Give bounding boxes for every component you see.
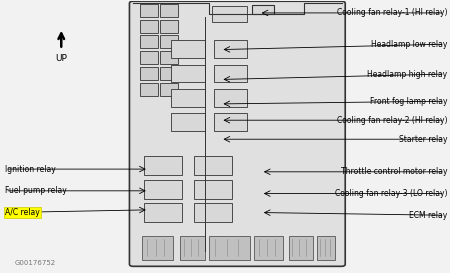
Bar (140, 20, 157, 33)
Bar (289, 236, 313, 260)
Bar (160, 83, 178, 96)
Bar (160, 67, 178, 80)
Bar (214, 40, 248, 58)
Text: A/C relay: A/C relay (5, 208, 40, 217)
Bar (194, 156, 232, 174)
Text: Headlamp high relay: Headlamp high relay (367, 70, 447, 79)
Bar (214, 64, 248, 82)
Text: Headlamp low relay: Headlamp low relay (371, 40, 447, 49)
Bar (160, 4, 178, 17)
Bar (194, 203, 232, 222)
Text: Cooling fan relay-2 (HI relay): Cooling fan relay-2 (HI relay) (337, 116, 447, 125)
Bar (160, 51, 178, 64)
Text: Ignition relay: Ignition relay (5, 165, 56, 174)
Bar (144, 203, 182, 222)
Bar (214, 113, 248, 131)
Text: Cooling fan relay-3 (LO relay): Cooling fan relay-3 (LO relay) (334, 189, 447, 198)
Text: Starter relay: Starter relay (399, 135, 447, 144)
FancyBboxPatch shape (130, 1, 345, 266)
Bar (214, 89, 248, 107)
Bar (142, 236, 173, 260)
Bar (171, 64, 205, 82)
Bar (180, 236, 205, 260)
Bar (252, 5, 274, 14)
Text: Throttle control motor relay: Throttle control motor relay (341, 167, 447, 176)
Bar (160, 35, 178, 49)
Bar (140, 51, 157, 64)
Bar (144, 156, 182, 174)
Bar (140, 35, 157, 49)
Bar (140, 67, 157, 80)
Text: Cooling fan relay-1 (HI relay): Cooling fan relay-1 (HI relay) (337, 8, 447, 17)
Bar (171, 40, 205, 58)
Bar (212, 6, 248, 22)
Bar (160, 0, 178, 1)
Text: Front fog lamp relay: Front fog lamp relay (369, 97, 447, 106)
Bar (254, 236, 284, 260)
Bar (317, 236, 335, 260)
Text: ECM relay: ECM relay (409, 211, 447, 220)
Text: Fuel pump relay: Fuel pump relay (5, 186, 67, 195)
Bar (140, 0, 157, 1)
Text: UP: UP (55, 54, 67, 63)
Bar (209, 236, 250, 260)
Bar (171, 113, 205, 131)
Bar (160, 20, 178, 33)
Bar (194, 180, 232, 199)
Bar (171, 89, 205, 107)
Text: G00176752: G00176752 (14, 260, 55, 266)
Bar (140, 4, 157, 17)
Bar (144, 180, 182, 199)
Bar (140, 83, 157, 96)
